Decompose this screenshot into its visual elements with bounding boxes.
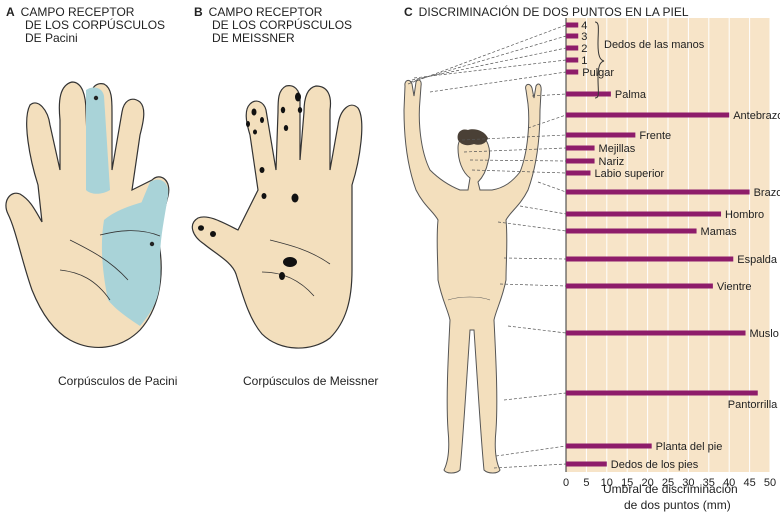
bar-label: Muslo [750, 328, 779, 340]
leader-line [411, 47, 567, 81]
panel-c-title-text: DISCRIMINACIÓN DE DOS PUNTOS EN LA PIEL [418, 5, 689, 19]
bar-label: 3 [581, 31, 587, 43]
bar-label: Vientre [717, 281, 752, 293]
bar-label: Dedos de los pies [611, 459, 699, 471]
leader-line [519, 205, 567, 215]
panel-a-title-line3: DE Pacini [25, 31, 78, 45]
bar-label: Mejillas [599, 143, 636, 155]
leader-line [537, 181, 567, 193]
pacini-caption: Corpúsculos de Pacini [58, 374, 178, 388]
tick-label: 35 [703, 477, 715, 489]
chart-xlabel: Umbral de discriminación de dos puntos (… [603, 481, 738, 513]
human-figure [403, 79, 542, 474]
bar-hombro [566, 211, 722, 217]
panel-a-title: A CAMPO RECEPTOR DE LOS CORPÚSCULOS DE Pa… [6, 6, 165, 45]
bar-label: Frente [639, 130, 671, 142]
meissner-caption: Corpúsculos de Meissner [243, 374, 379, 388]
bar-label: Palma [615, 89, 647, 101]
bar-label: 2 [581, 43, 587, 55]
bar-1 [566, 57, 579, 63]
leader-line [493, 463, 567, 469]
panel-b-title-line1: CAMPO RECEPTOR [208, 5, 323, 19]
tick-label: 40 [723, 477, 735, 489]
bar-4 [566, 22, 579, 28]
bar-palma [566, 91, 611, 97]
bar-pantorrilla [566, 390, 758, 396]
panel-b-letter: B [194, 5, 203, 19]
panel-a-letter: A [6, 5, 15, 19]
chart-xlabel-line1: Umbral de discriminación [603, 482, 738, 496]
leader-line [495, 445, 567, 457]
leader-line [409, 35, 567, 83]
chart-bars [566, 22, 758, 467]
chart-xlabel-line2: de dos puntos (mm) [624, 498, 731, 512]
panel-b-title: B CAMPO RECEPTOR DE LOS CORPÚSCULOS DE ME… [194, 6, 352, 45]
leader-line [503, 392, 567, 401]
bar-mamas [566, 228, 697, 234]
bar-label: Labio superior [594, 168, 664, 180]
bar-label: 1 [581, 55, 587, 67]
tick-label: 50 [764, 477, 776, 489]
bar-vientre [566, 283, 713, 289]
tick-label: 10 [601, 477, 613, 489]
bar-label: Pantorrilla [728, 399, 778, 411]
leader-line [469, 159, 567, 162]
fingers-bracket [594, 21, 605, 99]
chart-leader-lines [407, 24, 567, 469]
bar-brazo [566, 189, 750, 195]
bar-antebrazo [566, 112, 730, 118]
bar-label: Antebrazo [733, 110, 780, 122]
leader-line [413, 59, 567, 79]
bar-muslo [566, 330, 746, 336]
bar-label: Nariz [599, 156, 625, 168]
panel-b-title-line3: DE MEISSNER [212, 31, 295, 45]
bar-mejillas [566, 145, 595, 151]
bar-espalda [566, 256, 734, 262]
tick-label: 20 [641, 477, 653, 489]
tick-label: 15 [621, 477, 633, 489]
tick-label: 30 [682, 477, 694, 489]
leader-line [531, 93, 567, 97]
panel-c-title: C DISCRIMINACIÓN DE DOS PUNTOS EN LA PIEL [404, 6, 689, 19]
bar-label: Hombro [725, 209, 764, 221]
fingers-bracket-label: Dedos de las manos [604, 39, 705, 51]
bar-label: Planta del pie [656, 441, 723, 453]
hand-meissner [191, 85, 363, 349]
leader-line [407, 24, 567, 85]
leader-line [497, 221, 567, 232]
tick-label: 5 [583, 477, 589, 489]
tick-label: 0 [563, 477, 569, 489]
hand-pacini [5, 81, 170, 349]
leader-line [499, 283, 567, 287]
leader-line [429, 71, 567, 93]
bar-frente [566, 132, 636, 138]
bar-planta-del-pie [566, 443, 652, 449]
panel-c-letter: C [404, 5, 413, 19]
leader-line [463, 147, 567, 153]
leader-line [507, 325, 567, 334]
bar-2 [566, 45, 579, 51]
bar-nariz [566, 158, 595, 164]
panel-a-title-line2: DE LOS CORPÚSCULOS [25, 18, 166, 32]
bar-3 [566, 33, 579, 39]
bar-label: 4 [581, 20, 587, 32]
chart-bar-labels: 4321PulgarPalmaAntebrazoFrenteMejillasNa… [581, 20, 780, 471]
bar-label: Espalda [737, 254, 778, 266]
bar-label: Mamas [701, 226, 738, 238]
bar-pulgar [566, 69, 579, 75]
bar-labio-superior [566, 170, 591, 176]
panel-b-title-line2: DE LOS CORPÚSCULOS [212, 18, 353, 32]
leader-line [461, 134, 567, 141]
panel-a-title-line1: CAMPO RECEPTOR [20, 5, 135, 19]
bar-label: Brazo [754, 187, 780, 199]
chart-tick-labels: 0 5 10 15 20 25 30 35 40 45 50 [563, 477, 776, 489]
leader-line [527, 114, 567, 129]
leader-line [503, 257, 567, 260]
leader-line [471, 169, 567, 174]
tick-label: 45 [743, 477, 755, 489]
tick-label: 25 [662, 477, 674, 489]
bar-dedos-de-los-pies [566, 461, 607, 467]
